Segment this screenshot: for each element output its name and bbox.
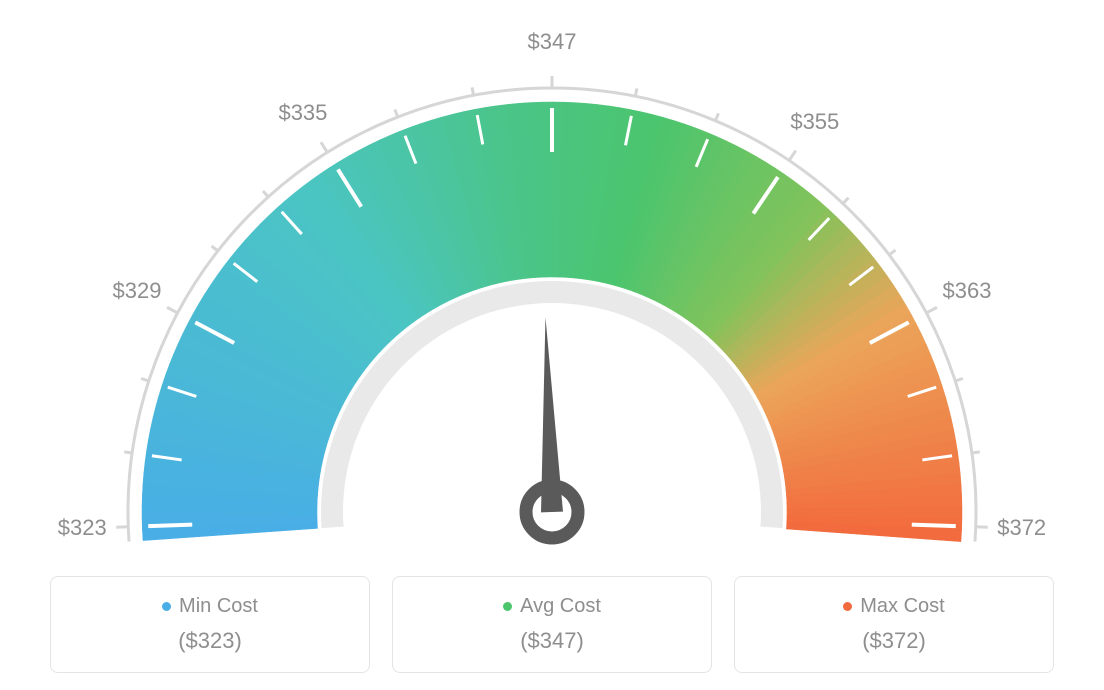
needle [526, 317, 578, 538]
tick-label: $329 [113, 278, 162, 304]
tick-label: $355 [790, 109, 839, 135]
dot-icon [162, 602, 171, 611]
legend-title-avg: Avg Cost [503, 595, 601, 618]
gauge-svg [0, 0, 1104, 560]
legend-label: Avg Cost [520, 595, 601, 618]
gauge-chart: $323 $329 $335 $347 $355 $363 $372 [0, 0, 1104, 560]
legend-title-min: Min Cost [162, 595, 258, 618]
tick-label: $323 [58, 515, 107, 541]
legend-card-max: Max Cost ($372) [734, 576, 1054, 673]
legend-label: Max Cost [860, 595, 944, 618]
legend-row: Min Cost ($323) Avg Cost ($347) Max Cost… [0, 560, 1104, 673]
legend-card-avg: Avg Cost ($347) [392, 576, 712, 673]
legend-value-max: ($372) [745, 628, 1043, 654]
legend-card-min: Min Cost ($323) [50, 576, 370, 673]
tick-label: $372 [997, 515, 1046, 541]
legend-value-avg: ($347) [403, 628, 701, 654]
legend-label: Min Cost [179, 595, 258, 618]
dot-icon [843, 602, 852, 611]
legend-value-min: ($323) [61, 628, 359, 654]
tick-label: $363 [943, 278, 992, 304]
legend-title-max: Max Cost [843, 595, 944, 618]
tick-label: $347 [528, 29, 577, 55]
dot-icon [503, 602, 512, 611]
tick-label: $335 [278, 100, 327, 126]
